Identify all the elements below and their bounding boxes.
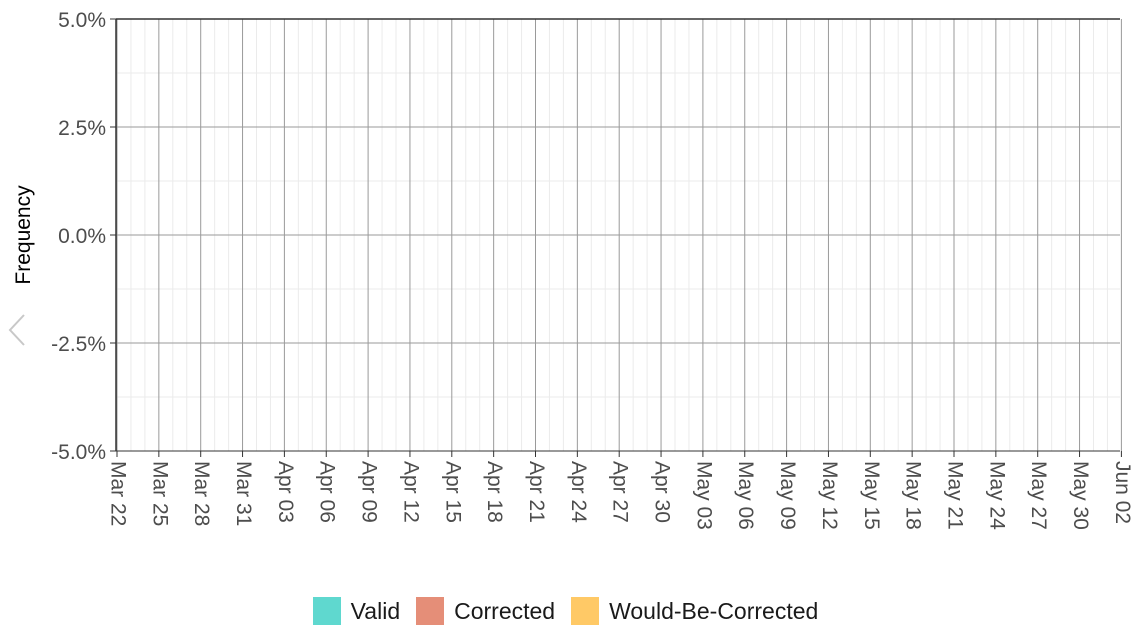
- x-tick-label: Apr 24: [567, 461, 590, 523]
- x-tick-label: Apr 03: [274, 461, 297, 523]
- x-tick-label: Apr 06: [316, 461, 339, 523]
- x-tick-label: May 03: [692, 461, 715, 530]
- y-tick-label: -2.5%: [51, 333, 106, 356]
- y-tick-label: 0.0%: [58, 225, 106, 248]
- x-tick-label: May 27: [1027, 461, 1050, 530]
- x-tick-label: Apr 15: [441, 461, 464, 523]
- x-tick-label: May 21: [943, 461, 966, 530]
- x-tick-label: May 30: [1069, 461, 1092, 530]
- x-tick-label: Apr 12: [399, 461, 422, 523]
- x-tick-label: Apr 21: [525, 461, 548, 523]
- x-tick-label: May 18: [902, 461, 925, 530]
- x-tick-label: Apr 30: [651, 461, 674, 523]
- y-tick-label: 2.5%: [58, 117, 106, 140]
- x-tick-label: May 06: [734, 461, 757, 530]
- legend-item[interactable]: Would-Be-Corrected: [571, 597, 818, 625]
- x-tick-label: Jun 02: [1111, 461, 1134, 524]
- legend-swatch: [312, 597, 341, 625]
- x-tick-label: Apr 27: [609, 461, 632, 523]
- y-axis: 5.0% 2.5% 0.0% -2.5% -5.0%: [51, 9, 116, 464]
- chevron-left-icon[interactable]: [4, 312, 32, 348]
- x-tick-label: May 15: [860, 461, 883, 530]
- x-tick-label: May 09: [776, 461, 799, 530]
- legend-item[interactable]: Corrected: [416, 597, 555, 625]
- legend-label: Valid: [350, 597, 401, 624]
- x-axis: Mar 22 Mar 25 Mar 28 Mar 31 Apr 03 Apr 06 Apr …: [106, 451, 1134, 530]
- chart: 5.0%2.5%0.0%-2.5%-5.0% Mar 22 Mar 25 Mar 2…: [12, 9, 1134, 530]
- legend-swatch: [571, 597, 600, 625]
- legend: Valid Corrected Would-Be-Corrected: [0, 597, 1135, 625]
- x-tick-label: Mar 25: [148, 461, 171, 526]
- major-gridlines: [115, 18, 1122, 452]
- x-tick-label: Mar 31: [232, 461, 255, 526]
- x-tick-label: Apr 18: [483, 461, 506, 523]
- x-tick-label: Mar 22: [106, 461, 129, 526]
- x-tick-label: May 24: [985, 461, 1008, 530]
- x-tick-label: Apr 09: [358, 461, 381, 523]
- legend-label: Would-Be-Corrected: [609, 597, 819, 624]
- legend-swatch: [416, 597, 445, 625]
- legend-item[interactable]: Valid: [312, 597, 401, 625]
- x-tick-label: May 12: [818, 461, 841, 530]
- legend-label: Corrected: [454, 597, 556, 624]
- y-tick-label: 5.0%: [58, 9, 106, 32]
- x-tick-label: Mar 28: [190, 461, 213, 526]
- y-axis-label: Frequency: [12, 185, 35, 285]
- y-tick-label: -5.0%: [51, 441, 106, 464]
